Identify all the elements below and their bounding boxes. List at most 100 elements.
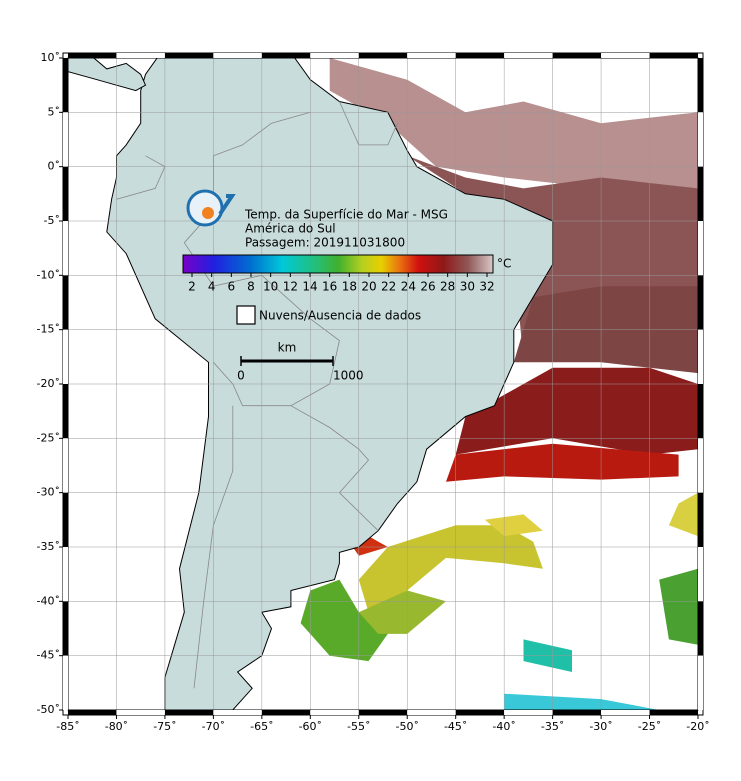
- tick-labels: -85˚ -80˚ -75˚ -70˚ -65˚ -60˚ -55˚ -50˚ -45˚ -40˚…: [37, 51, 710, 733]
- lat-tick-label: -40˚: [37, 594, 60, 607]
- sst-patch: [668, 492, 698, 537]
- frame-bar: [407, 710, 456, 715]
- lat-tick-label: -20˚: [37, 377, 60, 390]
- frame-bar: [63, 275, 68, 330]
- frame-bar: [68, 710, 117, 715]
- frame-bar: [68, 53, 117, 58]
- country-border: [116, 155, 166, 200]
- frame-bar: [698, 221, 703, 276]
- frame-bar: [63, 547, 68, 602]
- lon-tick-label: -55˚: [347, 720, 370, 733]
- frame-bar: [358, 53, 408, 58]
- frame-bar: [504, 710, 553, 715]
- lon-tick-label: -85˚: [56, 720, 79, 733]
- colorbar-tick-label: 10: [263, 280, 278, 294]
- frame-bar: [455, 710, 505, 715]
- lon-tick-label: -75˚: [153, 720, 176, 733]
- colorbar-tick-label: 18: [342, 280, 357, 294]
- frame-bar: [261, 710, 311, 715]
- frame-bar: [698, 601, 703, 656]
- frame-bar: [698, 438, 703, 493]
- lat-tick-label: -25˚: [37, 431, 60, 444]
- colorbar-tick-label: 14: [302, 280, 317, 294]
- frame: [62, 52, 704, 716]
- sst-patch: [455, 367, 698, 455]
- country-border: [339, 101, 398, 146]
- frame-bar: [698, 329, 703, 384]
- lon-tick-label: -20˚: [686, 720, 709, 733]
- frame-bar: [63, 438, 68, 493]
- colorbar-tick-label: 20: [361, 280, 376, 294]
- lon-tick-label: -45˚: [444, 720, 467, 733]
- frame-bar: [63, 655, 68, 710]
- scale-tick-label: 0: [237, 369, 245, 383]
- map-area: [68, 58, 698, 710]
- frame-bar: [698, 547, 703, 602]
- colorbar-tick-label: 8: [247, 280, 255, 294]
- colorbar-tick-label: 12: [283, 280, 298, 294]
- lon-tick-label: -50˚: [395, 720, 418, 733]
- lat-tick-label: -30˚: [37, 486, 60, 499]
- frame-bar: [310, 53, 359, 58]
- frame-bar: [455, 53, 505, 58]
- frame-bar: [552, 53, 602, 58]
- frame-bar: [63, 384, 68, 439]
- graticule: [68, 58, 698, 710]
- frame-bar: [698, 112, 703, 167]
- frame-bar: [261, 53, 311, 58]
- colorbar-tick-label: 32: [479, 280, 494, 294]
- lon-tick-label: -80˚: [105, 720, 128, 733]
- lon-tick-label: -25˚: [638, 720, 661, 733]
- frame-bar: [552, 710, 602, 715]
- sst-patch: [329, 58, 698, 189]
- frame-bar: [63, 58, 68, 113]
- lat-tick-label: -50˚: [37, 703, 60, 716]
- frame-bar: [698, 275, 703, 330]
- frame-bar: [698, 492, 703, 547]
- frame-bar: [164, 53, 214, 58]
- colorbar-tick-label: 4: [208, 280, 216, 294]
- frame-bar: [164, 710, 214, 715]
- lat-tick-label: -35˚: [37, 540, 60, 553]
- lat-tick-label: -45˚: [37, 649, 60, 662]
- scale-bar: 0 1000: [237, 356, 364, 383]
- sst-patch: [504, 693, 660, 710]
- colorbar-tick-label: 2: [188, 280, 196, 294]
- lat-tick-label: -15˚: [37, 323, 60, 336]
- lat-tick-label: 5˚: [48, 105, 61, 118]
- title-line: Passagem: 201911031800: [245, 236, 405, 250]
- frame-bar: [213, 53, 262, 58]
- title-line: Temp. da Superfície do Mar - MSG: [244, 208, 448, 222]
- lat-tick-label: 0˚: [48, 160, 61, 173]
- central-america: [68, 58, 147, 92]
- colorbar-tick-label: 28: [440, 280, 455, 294]
- frame-bar: [358, 710, 408, 715]
- lon-tick-label: -65˚: [250, 720, 273, 733]
- frame-bar: [601, 53, 650, 58]
- colorbar-ticks: 2 4 6 8 10 12 14 16 18 20 22 24 26 28 30 32: [188, 273, 495, 294]
- frame-bar: [63, 601, 68, 656]
- colorbar-tick-label: 22: [381, 280, 396, 294]
- logo-dot: [202, 207, 214, 219]
- colorbar-tick-label: 26: [420, 280, 435, 294]
- frame-bar: [407, 53, 456, 58]
- frame-bar: [649, 53, 698, 58]
- logo-arrow: [218, 194, 236, 216]
- lon-tick-label: -40˚: [492, 720, 515, 733]
- frame-bar: [63, 492, 68, 547]
- lon-tick-label: -70˚: [202, 720, 225, 733]
- frame-bar: [698, 384, 703, 439]
- scale-tick-label: 1000: [333, 369, 364, 383]
- sst-patch: [484, 514, 543, 537]
- frame-bar: [698, 166, 703, 221]
- scale-unit: km: [278, 341, 297, 355]
- country-border: [290, 405, 379, 531]
- colorbar-unit: °C: [497, 257, 511, 271]
- frame-bar: [601, 710, 650, 715]
- frame-bar: [698, 58, 703, 113]
- frame-bar: [310, 710, 359, 715]
- frame-bar: [649, 710, 698, 715]
- legend-label: Nuvens/Ausencia de dados: [259, 309, 421, 323]
- frame-bar: [63, 329, 68, 384]
